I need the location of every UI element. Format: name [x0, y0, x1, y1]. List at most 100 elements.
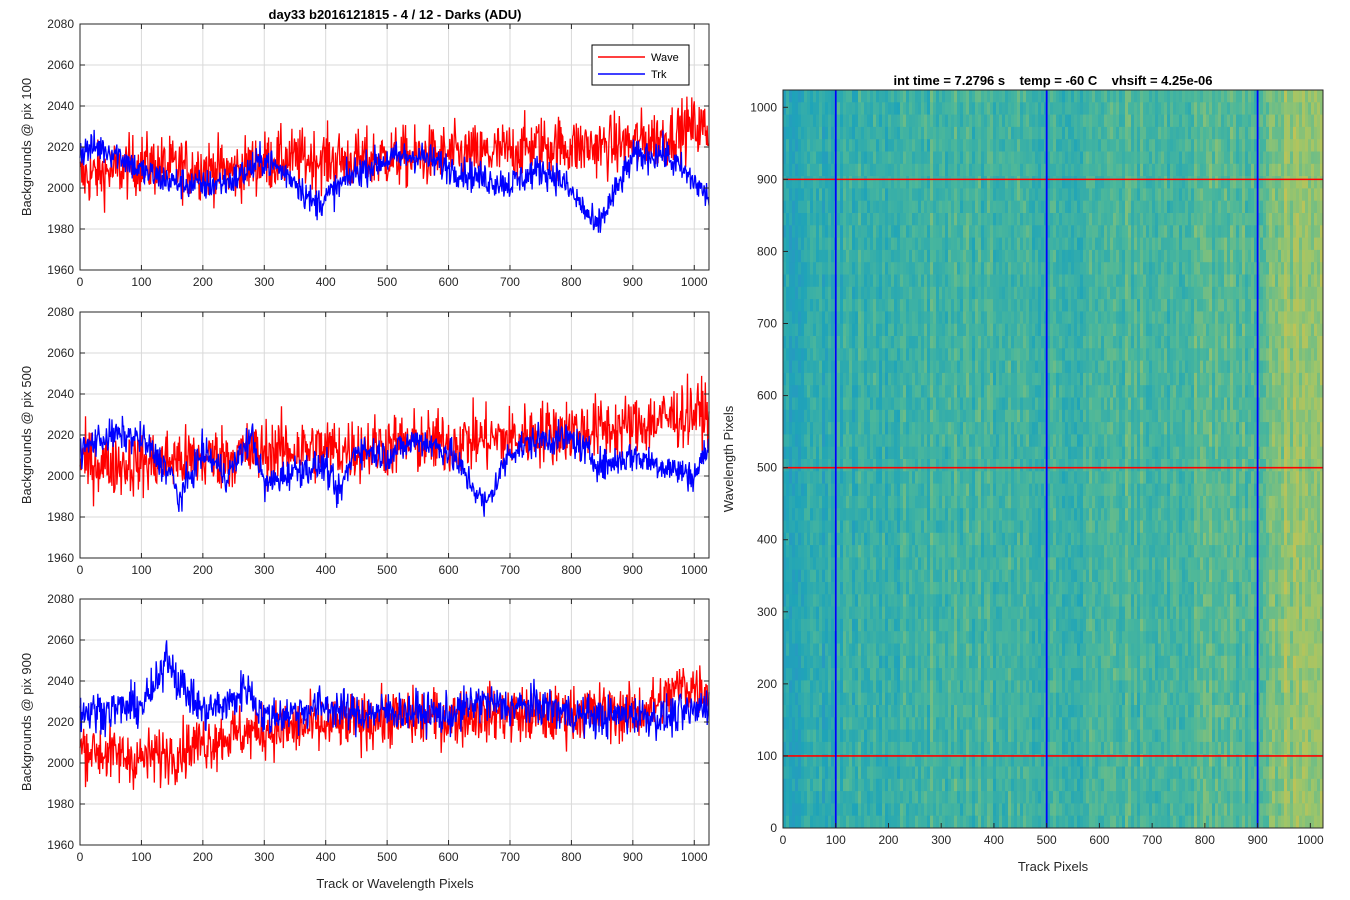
heatmap-cell [1149, 299, 1153, 312]
heatmap-cell [1290, 372, 1294, 386]
heatmap-cell [1239, 249, 1243, 263]
heatmap-cell [1305, 213, 1309, 226]
heatmap-cell [1002, 176, 1006, 189]
heatmap-cell [1089, 348, 1093, 361]
heatmap-cell [1098, 176, 1102, 189]
heatmap-cell [813, 286, 817, 300]
heatmap-cell [798, 397, 802, 411]
heatmap-cell [999, 225, 1003, 238]
heatmap-cell [816, 348, 820, 361]
heatmap-cell [852, 188, 856, 202]
heatmap-cell [1218, 114, 1222, 128]
heatmap-cell [915, 409, 919, 423]
heatmap-cell [1134, 274, 1138, 288]
heatmap-cell [1257, 336, 1261, 349]
heatmap-cell [813, 348, 817, 361]
heatmap-cell [1254, 299, 1258, 312]
heatmap-cell [1035, 163, 1039, 177]
heatmap-cell [1056, 360, 1060, 374]
heatmap-cell [870, 336, 874, 349]
heatmap-cell [795, 409, 799, 423]
heatmap-cell [990, 274, 994, 288]
heatmap-cell [1041, 200, 1045, 214]
heatmap-cell [792, 262, 796, 275]
heatmap-cell [876, 372, 880, 386]
heatmap-cell [990, 262, 994, 275]
heatmap-cell [1056, 348, 1060, 361]
heatmap-cell [1185, 397, 1189, 411]
heatmap-cell [843, 348, 847, 361]
heatmap-cell [819, 360, 823, 374]
heatmap-cell [1254, 151, 1258, 165]
heatmap-cell [783, 397, 787, 411]
heatmap-cell [1089, 90, 1093, 103]
heatmap-cell [885, 286, 889, 300]
heatmap-cell [1176, 262, 1180, 275]
heatmap-cell [915, 360, 919, 374]
heatmap-cell [945, 274, 949, 288]
heatmap-cell [1137, 348, 1141, 361]
heatmap-cell [900, 188, 904, 202]
heatmap-cell [861, 299, 865, 312]
heatmap-cell [807, 151, 811, 165]
heatmap-cell [885, 299, 889, 312]
heatmap-cell [945, 188, 949, 202]
heatmap-cell [1077, 139, 1081, 152]
heatmap-cell [1290, 385, 1294, 398]
heatmap-cell [1161, 126, 1165, 140]
heatmap-cell [1146, 336, 1150, 349]
heatmap-cell [1128, 397, 1132, 411]
heatmap-cell [876, 262, 880, 275]
heatmap-cell [1113, 262, 1117, 275]
heatmap-cell [1221, 114, 1225, 128]
heatmap-cell [1017, 90, 1021, 103]
heatmap-cell [900, 336, 904, 349]
heatmap-cell [1314, 90, 1318, 103]
heatmap-cell [1095, 249, 1099, 263]
heatmap-cell [1131, 311, 1135, 325]
heatmap-cell [1206, 336, 1210, 349]
heatmap-cell [1212, 163, 1216, 177]
heatmap-cell [846, 409, 850, 423]
heatmap-cell [807, 262, 811, 275]
heatmap-cell [1092, 213, 1096, 226]
heatmap-cell [1257, 348, 1261, 361]
heatmap-cell [993, 286, 997, 300]
heatmap-cell [1038, 114, 1042, 128]
heatmap-cell [1092, 139, 1096, 152]
heatmap-cell [924, 90, 928, 103]
heatmap-cell [1131, 225, 1135, 238]
heatmap-cell [1062, 114, 1066, 128]
heatmap-cell [894, 102, 898, 115]
heatmap-cell [1074, 213, 1078, 226]
heatmap-cell [1263, 114, 1267, 128]
heatmap-cell [1092, 323, 1096, 337]
heatmap-cell [792, 311, 796, 325]
heatmap-cell [1143, 311, 1147, 325]
heatmap-cell [942, 397, 946, 411]
heatmap-cell [951, 188, 955, 202]
heatmap-cell [945, 176, 949, 189]
heatmap-cell [1242, 348, 1246, 361]
heatmap-cell [1047, 372, 1051, 386]
heatmap-cell [1275, 126, 1279, 140]
heatmap-cell [864, 323, 868, 337]
heatmap-cell [1098, 385, 1102, 398]
heatmap-cell [1248, 262, 1252, 275]
heatmap-cell [1146, 114, 1150, 128]
heatmap-cell [984, 299, 988, 312]
heatmap-cell [927, 176, 931, 189]
heatmap-cell [1059, 372, 1063, 386]
heatmap-cell [1272, 163, 1276, 177]
heatmap-cell [921, 163, 925, 177]
heatmap-cell [1320, 126, 1324, 140]
heatmap-cell [951, 90, 955, 103]
heatmap-cell [1287, 397, 1291, 411]
heatmap-cell [1311, 286, 1315, 300]
heatmap-cell [1023, 360, 1027, 374]
heatmap-cell [810, 336, 814, 349]
heatmap-cell [894, 139, 898, 152]
heatmap-cell [891, 139, 895, 152]
heatmap-cell [1227, 323, 1231, 337]
heatmap-cell [1224, 90, 1228, 103]
